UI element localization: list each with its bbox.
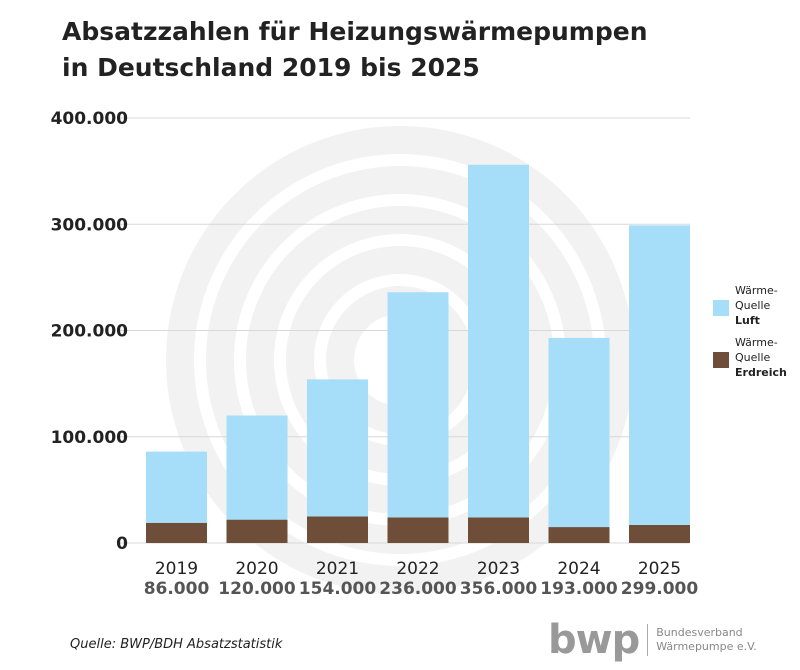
bar-erdreich	[387, 517, 449, 543]
legend-label: Wärme-	[735, 336, 778, 349]
legend-swatch	[713, 352, 729, 368]
bar-luft	[226, 415, 288, 520]
x-category-label: 2020	[235, 559, 278, 579]
total-label: 154.000	[299, 579, 377, 599]
legend-swatch	[713, 300, 729, 316]
x-category-label: 2025	[638, 559, 681, 579]
total-label: 86.000	[144, 579, 210, 599]
legend-label: Luft	[735, 314, 760, 327]
x-category-label: 2024	[557, 559, 600, 579]
legend-label: Quelle	[735, 299, 771, 312]
bar-erdreich	[307, 516, 368, 543]
bar-erdreich	[629, 524, 690, 543]
logo-divider	[647, 624, 649, 656]
legend-label: Wärme-	[735, 284, 778, 297]
bar-luft	[387, 292, 449, 518]
x-category-label: 2019	[155, 559, 198, 579]
logo-mark: bwp	[548, 617, 640, 663]
x-category-label: 2022	[396, 559, 439, 579]
bar-erdreich	[146, 522, 207, 543]
chart-title: Absatzzahlen für Heizungswärmepumpen in D…	[62, 14, 648, 86]
total-label: 299.000	[621, 579, 699, 599]
total-label: 356.000	[460, 579, 538, 599]
total-label: 193.000	[540, 579, 618, 599]
y-tick-label: 200.000	[51, 322, 129, 342]
x-category-label: 2023	[477, 559, 520, 579]
bar-erdreich	[226, 519, 288, 543]
bar-luft	[468, 164, 529, 518]
total-label: 236.000	[379, 579, 457, 599]
legend-label: Erdreich	[735, 366, 787, 379]
x-category-label: 2021	[316, 559, 359, 579]
bar-erdreich	[548, 527, 610, 543]
y-tick-label: 300.000	[51, 215, 129, 235]
bar-luft	[548, 337, 610, 528]
y-tick-label: 0	[116, 534, 128, 554]
total-label: 120.000	[218, 579, 296, 599]
background-spiral-ring	[166, 126, 634, 594]
bar-erdreich	[468, 517, 529, 543]
bar-luft	[146, 451, 207, 523]
legend-label: Quelle	[735, 351, 771, 364]
title-line-1: Absatzzahlen für Heizungswärmepumpen	[62, 17, 648, 46]
bwp-logo: bwp Bundesverband Wärmepumpe e.V.	[548, 620, 757, 660]
source-note: Quelle: BWP/BDH Absatzstatistik	[70, 637, 283, 652]
bar-luft	[307, 379, 368, 517]
logo-text: Bundesverband Wärmepumpe e.V.	[656, 626, 757, 653]
y-tick-label: 100.000	[51, 428, 129, 448]
y-tick-label: 400.000	[51, 109, 129, 129]
bar-luft	[629, 225, 690, 525]
title-line-2: in Deutschland 2019 bis 2025	[62, 53, 480, 82]
